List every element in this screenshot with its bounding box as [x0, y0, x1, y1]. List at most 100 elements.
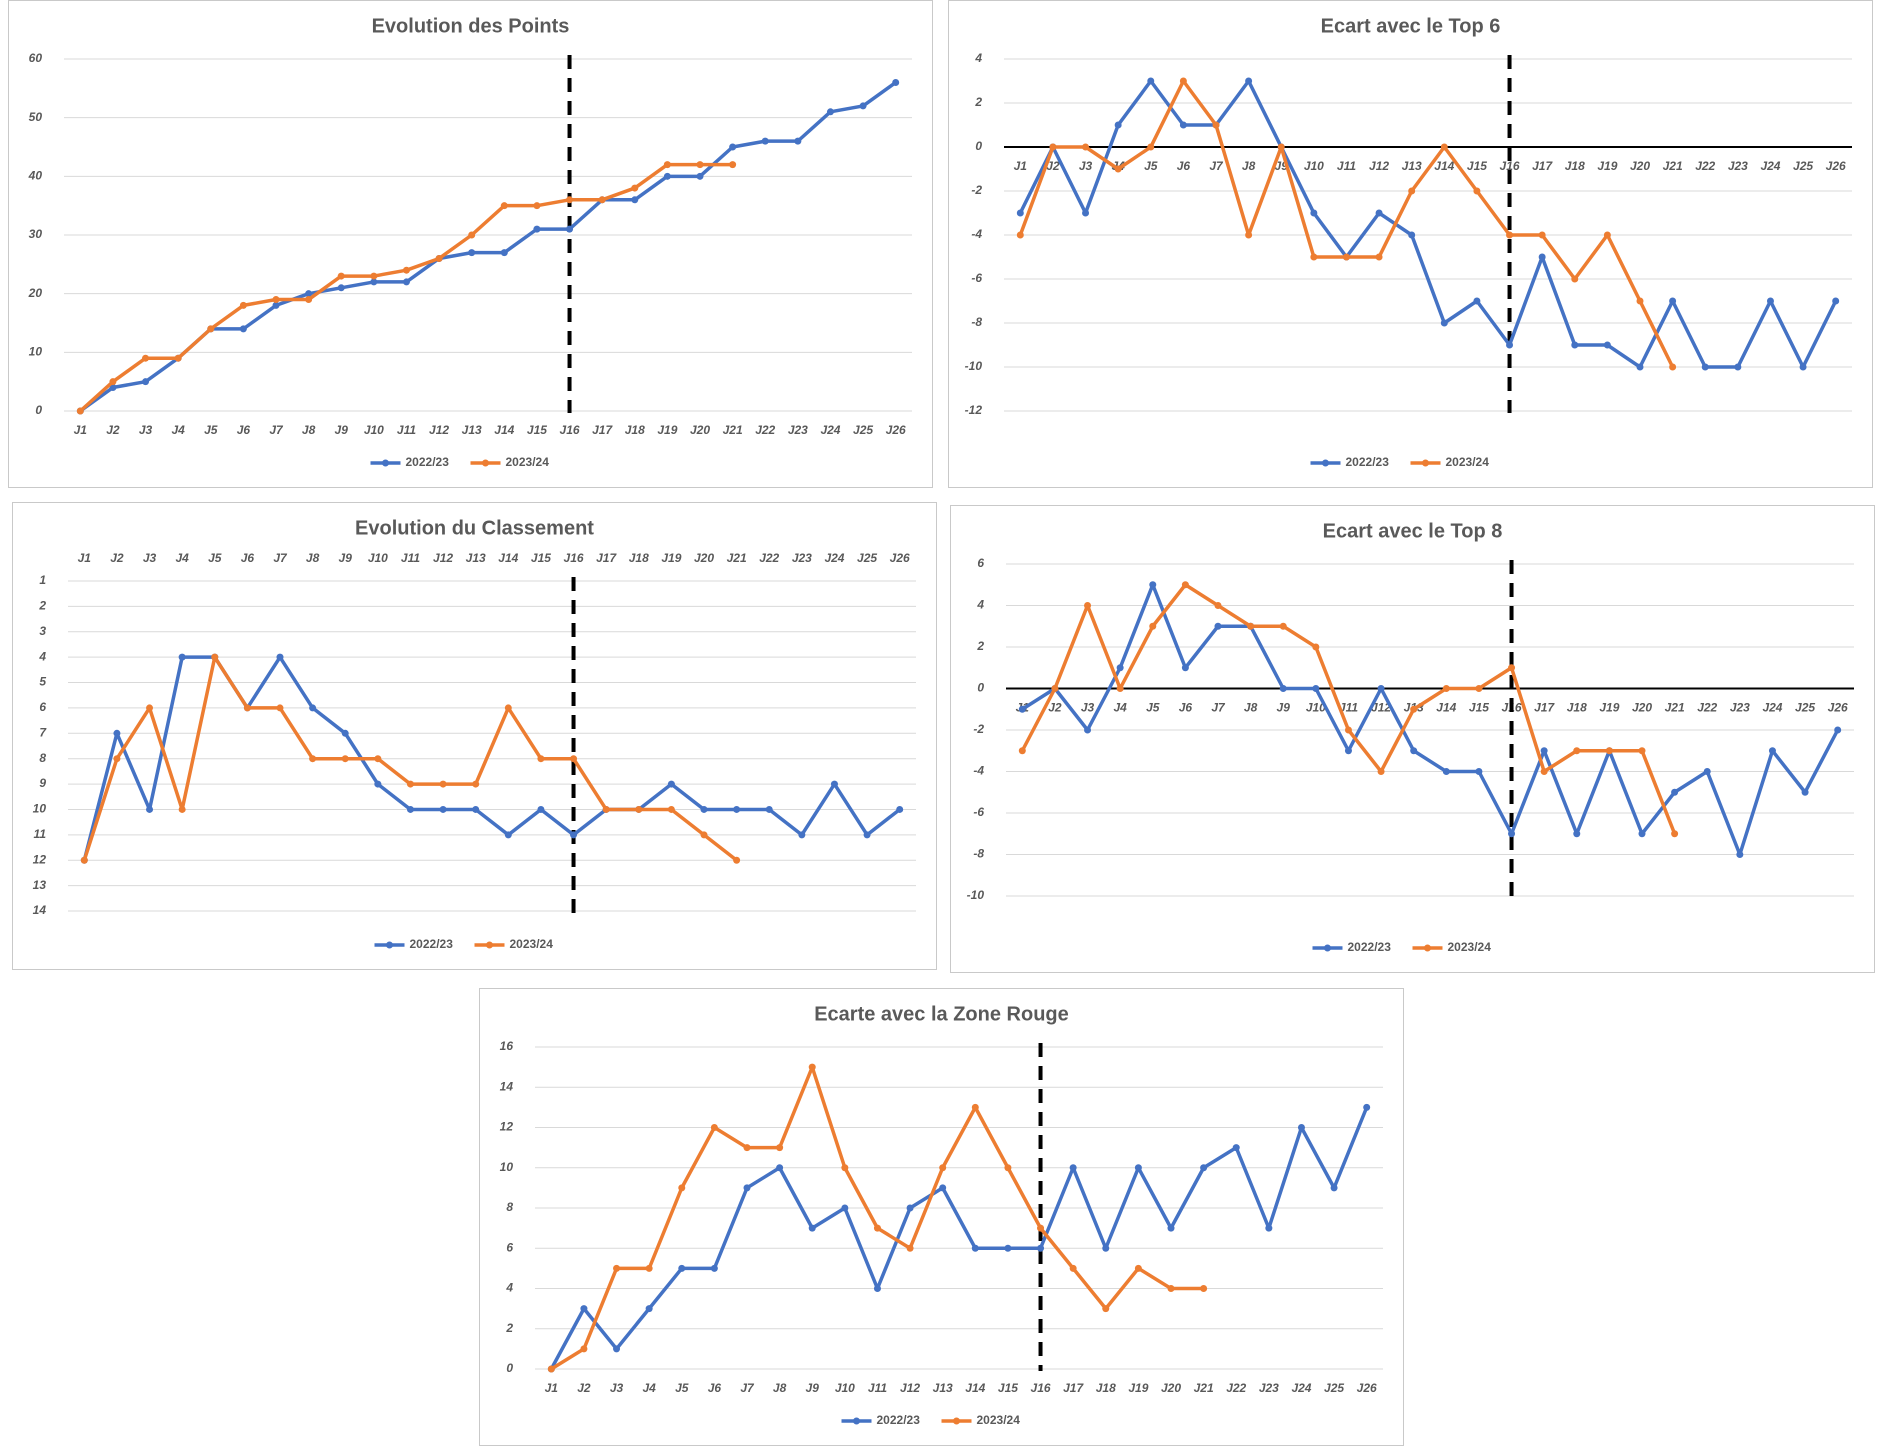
data-point [859, 102, 867, 110]
data-point [142, 378, 150, 386]
data-point [239, 325, 247, 333]
data-point [1181, 581, 1189, 589]
x-tick-label: J8 [306, 551, 320, 565]
data-point [1181, 664, 1189, 672]
data-point [645, 1305, 653, 1313]
y-tick-label: 4 [505, 1281, 513, 1295]
y-tick-label: 6 [506, 1240, 513, 1254]
x-tick-label: J7 [740, 1381, 755, 1395]
x-tick-label: J12 [1369, 159, 1389, 173]
data-point [500, 202, 508, 210]
data-point [1363, 1103, 1371, 1111]
x-tick-label: J16 [1500, 159, 1520, 173]
data-point [566, 225, 574, 233]
chart-title: Evolution des Points [372, 15, 570, 37]
y-tick-label: 40 [28, 169, 43, 183]
x-tick-label: J1 [74, 423, 88, 437]
x-tick-label: J12 [1371, 701, 1391, 715]
x-tick-label: J11 [397, 423, 416, 437]
data-point [1603, 231, 1611, 239]
data-point [1149, 622, 1157, 630]
data-point [678, 1184, 686, 1192]
data-point [663, 161, 671, 169]
legend-label: 2023/24 [506, 455, 550, 469]
data-point [1671, 830, 1679, 838]
legend-label: 2022/23 [406, 455, 450, 469]
x-tick-label: J15 [998, 1381, 1018, 1395]
data-point [402, 266, 410, 274]
chart-title: Ecarte avec la Zone Rouge [814, 1003, 1069, 1025]
x-tick-label: J24 [1291, 1381, 1311, 1395]
data-point [1049, 143, 1057, 151]
x-tick-label: J20 [1632, 701, 1652, 715]
y-tick-label: -10 [967, 888, 985, 902]
data-point [472, 805, 480, 813]
y-tick-label: 14 [33, 903, 47, 917]
x-tick-label: J9 [339, 551, 353, 565]
data-point [1571, 341, 1579, 349]
data-point [1004, 1244, 1012, 1252]
x-tick-label: J8 [1242, 159, 1256, 173]
y-tick-label: 11 [34, 827, 47, 841]
data-point [276, 704, 284, 712]
x-tick-label: J20 [1161, 1381, 1181, 1395]
data-point [1245, 77, 1253, 85]
data-point [1506, 341, 1514, 349]
series-line [79, 81, 897, 413]
data-point [1375, 253, 1383, 261]
data-point [873, 1285, 881, 1292]
data-point [1508, 664, 1516, 672]
x-tick-label: J18 [1096, 1381, 1116, 1395]
y-tick-label: 8 [506, 1200, 513, 1214]
x-tick-label: J8 [1244, 701, 1258, 715]
x-tick-label: J5 [208, 551, 222, 565]
data-point [1475, 685, 1483, 692]
data-point [1330, 1184, 1338, 1192]
data-point [439, 805, 447, 813]
chart-panel: Ecarte avec la Zone Rouge 0 2 4 6 8 10 12 14 16 J1… [479, 988, 1404, 1446]
data-point [1540, 768, 1548, 775]
x-tick-label: J16 [564, 551, 584, 565]
chart-panel: Ecart avec le Top 6 -12 -10 -8 -6 -4 -2 0 2 4 J1 J2… [948, 0, 1873, 488]
data-point [826, 108, 834, 116]
data-point [374, 755, 382, 763]
series-line [549, 1106, 1369, 1370]
data-point [406, 780, 414, 788]
data-point [406, 805, 414, 813]
data-point [239, 301, 247, 309]
series-line [550, 1065, 1204, 1371]
data-point [1200, 1285, 1208, 1292]
data-point [341, 755, 349, 763]
x-tick-label: J20 [690, 423, 710, 437]
x-tick-label: J24 [1760, 159, 1780, 173]
x-tick-label: J6 [241, 551, 255, 565]
data-point [472, 780, 480, 788]
y-tick-label: -2 [971, 183, 982, 197]
x-tick-label: J3 [1079, 159, 1093, 173]
x-tick-label: J25 [1324, 1381, 1344, 1395]
data-point [580, 1305, 588, 1313]
legend-marker [1322, 459, 1329, 467]
data-point [743, 1144, 751, 1152]
x-tick-label: J15 [1467, 159, 1487, 173]
x-tick-label: J3 [1081, 701, 1095, 715]
y-tick-label: -2 [973, 722, 984, 736]
data-point [547, 1365, 555, 1373]
y-tick-label: 20 [28, 286, 43, 300]
x-tick-label: J5 [1146, 701, 1160, 715]
data-point [663, 172, 671, 180]
data-point [696, 172, 704, 180]
data-point [1084, 726, 1092, 734]
data-point [841, 1164, 849, 1172]
chart: Evolution du Classement12345678910111213… [33, 517, 916, 951]
x-tick-label: J22 [759, 551, 779, 565]
x-tick-label: J17 [1063, 1381, 1084, 1395]
x-tick-label: J14 [1436, 701, 1456, 715]
x-tick-label: J1 [1014, 159, 1028, 173]
data-point [1440, 143, 1448, 151]
data-point [1265, 1224, 1273, 1232]
data-point [794, 137, 802, 145]
data-point [305, 296, 313, 304]
data-point [1279, 622, 1287, 630]
data-point [776, 1164, 784, 1172]
